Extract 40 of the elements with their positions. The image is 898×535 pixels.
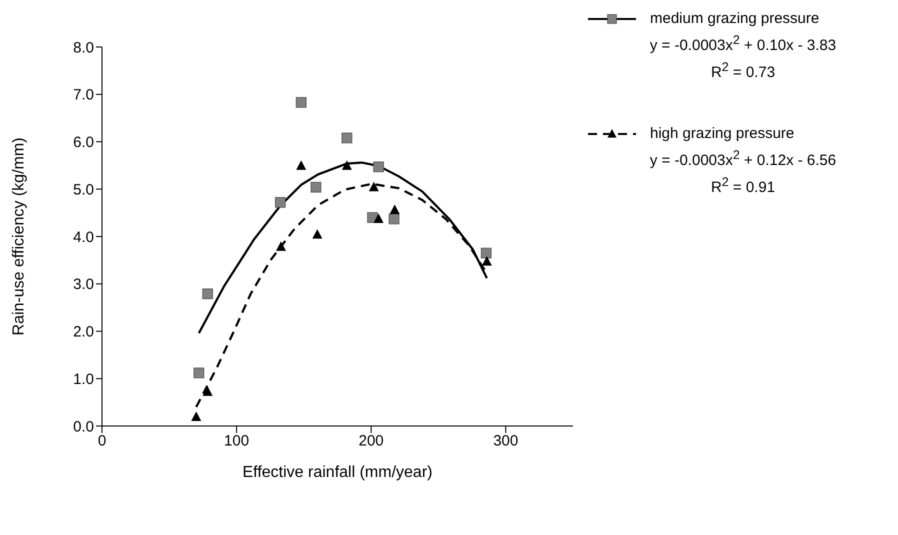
x-axis-title: Effective rainfall (mm/year) <box>242 464 432 481</box>
x-tick-label: 100 <box>224 432 250 450</box>
point <box>374 213 384 223</box>
y-tick-label: 3.0 <box>73 276 94 294</box>
y-tick-label: 8.0 <box>73 39 94 56</box>
point <box>390 204 400 214</box>
y-axis-title: Rain-use efficiency (kg/mm) <box>10 138 28 336</box>
y-tick-label: 7.0 <box>73 86 94 104</box>
legend-label: medium grazing pressure <box>650 10 820 27</box>
point <box>202 386 213 396</box>
point <box>342 160 352 170</box>
point <box>191 412 202 421</box>
x-tick-label: 0 <box>98 432 106 450</box>
y-tick-label: 2.0 <box>73 324 94 341</box>
y-tick-label: 1.0 <box>73 370 94 388</box>
point <box>388 214 400 224</box>
y-tick-label: 6.0 <box>73 134 94 152</box>
point <box>296 160 306 170</box>
point <box>312 229 322 239</box>
point <box>275 197 286 208</box>
y-tick-label: 4.0 <box>73 228 94 246</box>
text: R$^{2}$ = 0.73 <box>710 60 776 81</box>
x-tick-label: 300 <box>493 432 518 450</box>
point <box>202 288 213 300</box>
y-tick-label: 0.0 <box>73 418 94 436</box>
point <box>482 256 492 266</box>
point <box>310 182 322 193</box>
point <box>368 182 379 192</box>
point <box>276 241 286 251</box>
point <box>194 368 204 378</box>
point <box>296 97 306 108</box>
text: R$^{2}$ = 0.91 <box>710 175 776 196</box>
legend-label: high grazing pressure <box>650 125 794 142</box>
point <box>373 162 384 172</box>
point <box>342 132 352 144</box>
text: y = -0.0003x$^{2}$ + 0.10x - 3.83 <box>650 33 836 54</box>
x-tick-label: 200 <box>358 432 384 450</box>
y-tick-label: 5.0 <box>73 181 94 198</box>
text: y = -0.0003x$^{2}$ + 0.12x - 6.56 <box>650 148 836 169</box>
point <box>480 248 492 258</box>
